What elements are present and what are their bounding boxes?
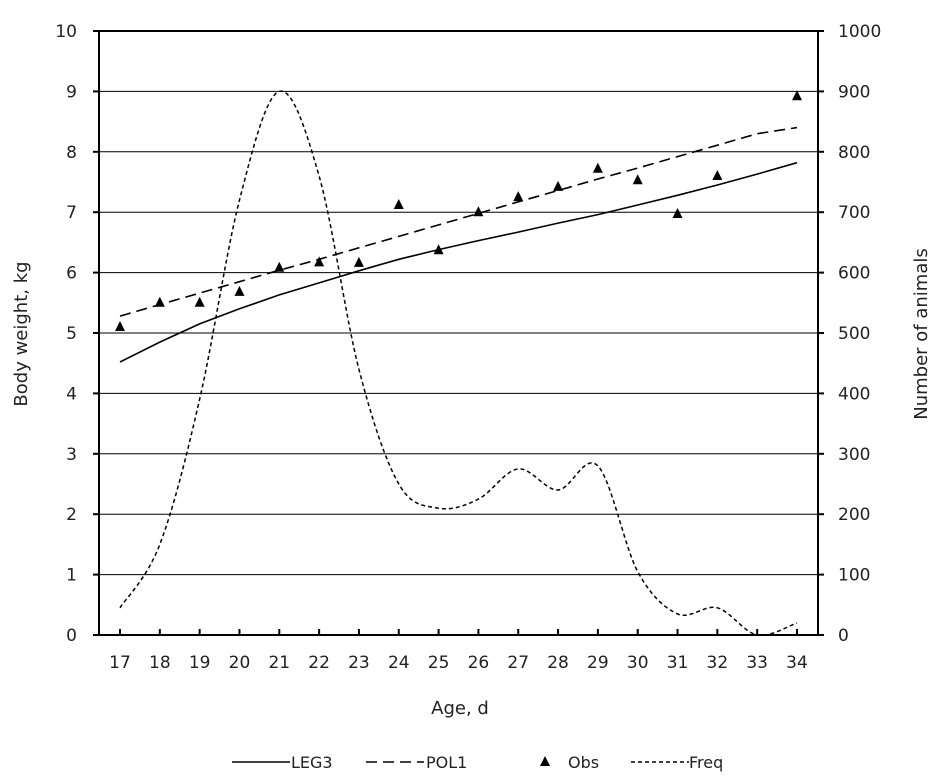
legend-obs-label: Obs (568, 753, 599, 772)
legend: LEG3 POL1 Obs Freq (232, 753, 723, 772)
y2-tick-label: 1000 (838, 22, 881, 42)
x-tick-label: 22 (308, 653, 330, 673)
y-tick-label: 7 (66, 203, 77, 223)
legend-leg3-label: LEG3 (291, 753, 333, 772)
x-tick-label: 24 (388, 653, 410, 673)
obs-marker (353, 256, 364, 267)
x-tick-label: 34 (786, 653, 808, 673)
obs-marker (792, 90, 802, 101)
y-tick-label: 4 (66, 384, 77, 404)
y2-tick-label: 100 (838, 566, 870, 586)
x-tick-label: 23 (348, 653, 370, 673)
left-axis-ticks: 0 1 2 3 4 5 6 7 8 9 10 (55, 22, 99, 646)
y2-tick-label: 200 (838, 505, 870, 525)
x-tick-label: 31 (667, 653, 689, 673)
obs-marker (672, 208, 683, 219)
x-tick-label: 26 (468, 653, 490, 673)
obs-marker (194, 296, 205, 307)
y-tick-label: 3 (66, 445, 77, 465)
x-axis-title: Age, d (431, 698, 489, 719)
y2-tick-label: 400 (838, 384, 870, 404)
y-tick-label: 8 (66, 143, 77, 163)
obs-marker (592, 162, 603, 173)
x-tick-label: 18 (149, 653, 171, 673)
x-tick-label: 30 (627, 653, 649, 673)
obs-marker (314, 256, 325, 267)
y2-tick-label: 300 (838, 445, 870, 465)
obs-marker (274, 261, 285, 272)
obs-marker (712, 169, 723, 180)
y2-tick-label: 700 (838, 203, 870, 223)
x-tick-label: 25 (428, 653, 450, 673)
y2-tick-label: 0 (838, 626, 849, 646)
x-tick-label: 33 (746, 653, 768, 673)
y-tick-label: 2 (66, 505, 77, 525)
y2-tick-label: 500 (838, 324, 870, 344)
obs-marker (393, 198, 404, 209)
y2-tick-label: 900 (838, 82, 870, 102)
obs-marker (234, 285, 245, 296)
obs-marker (115, 320, 125, 331)
obs-marker (154, 296, 165, 307)
x-tick-label: 32 (707, 653, 729, 673)
y2-tick-label: 800 (838, 143, 870, 163)
leg3-line (119, 161, 798, 363)
obs-marker (553, 180, 564, 191)
x-tick-label: 19 (189, 653, 211, 673)
legend-pol1-label: POL1 (426, 753, 467, 772)
y2-tick-label: 600 (838, 264, 870, 284)
x-tick-label: 17 (109, 653, 131, 673)
x-tick-label: 21 (268, 653, 290, 673)
obs-marker (513, 191, 524, 202)
right-axis-ticks: 0 100 200 300 400 500 600 700 800 900 1000 (818, 22, 881, 646)
x-tick-label: 27 (507, 653, 529, 673)
y-tick-label: 0 (66, 626, 77, 646)
series-layer (115, 90, 802, 637)
x-tick-label: 29 (587, 653, 609, 673)
legend-freq-label: Freq (689, 753, 723, 772)
y-tick-label: 6 (66, 264, 77, 284)
x-tick-label: 28 (547, 653, 569, 673)
y-tick-label: 9 (66, 82, 77, 102)
y2-axis-title: Number of animals (911, 248, 932, 419)
freq-line (119, 90, 798, 637)
pol1-line (119, 126, 798, 317)
obs-marker (632, 174, 643, 185)
obs-marker (473, 206, 484, 217)
x-tick-label: 20 (229, 653, 251, 673)
bottom-axis-ticks: 17 18 19 20 21 22 23 24 25 26 27 28 29 30 31 32 33 34 (109, 629, 808, 673)
y-axis-title: Body weight, kg (11, 261, 32, 406)
y-tick-label: 1 (66, 566, 77, 586)
gridlines (99, 90, 818, 576)
legend-obs-marker (540, 756, 550, 766)
y-tick-label: 10 (55, 22, 77, 42)
y-tick-label: 5 (66, 324, 77, 344)
obs-marker (433, 244, 444, 255)
